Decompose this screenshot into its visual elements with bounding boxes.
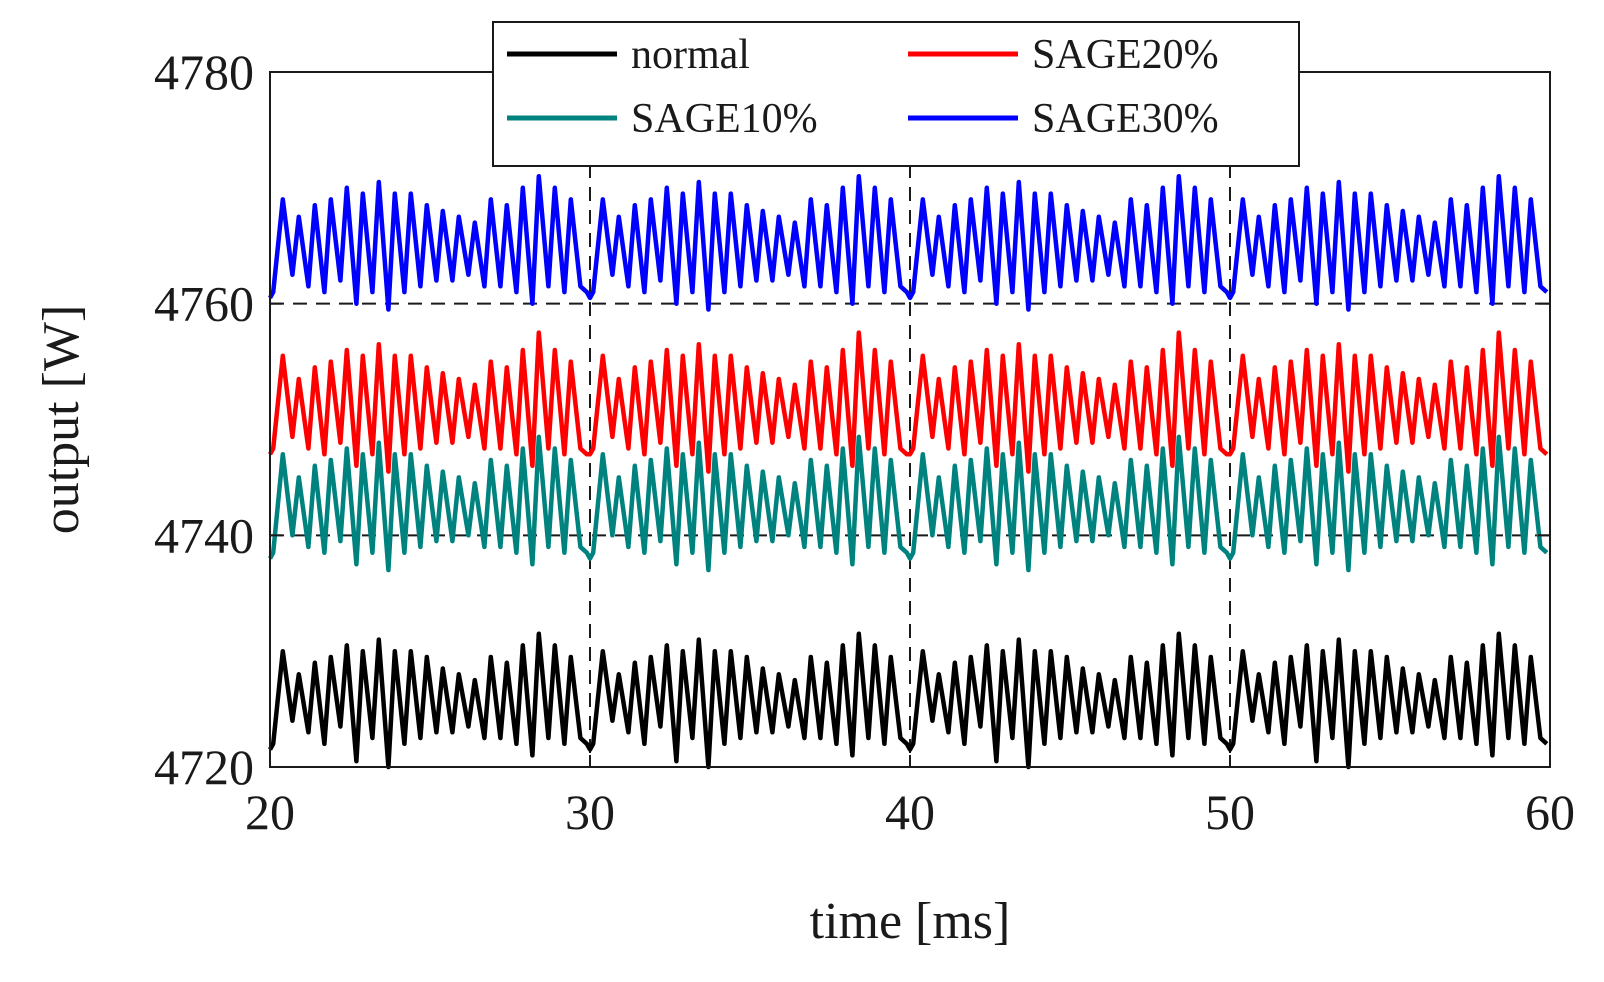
series-line-sage30pct (268, 174, 1549, 312)
legend-item-normal: normal (507, 32, 750, 78)
x-axis-label: time [ms] (810, 893, 1011, 950)
x-tick-label: 50 (1205, 784, 1255, 840)
series-line-normal (268, 631, 1549, 770)
y-tick-label: 4720 (154, 739, 254, 795)
x-tick-label: 40 (885, 784, 935, 840)
x-tick-label: 30 (565, 784, 615, 840)
x-axis-ticks: 20 30 40 50 60 (245, 72, 1575, 840)
legend-label: SAGE20% (1032, 32, 1219, 78)
series-line-sage10pct (268, 434, 1549, 573)
series-line-sage20pct (268, 330, 1549, 474)
legend-label: SAGE10% (631, 96, 818, 142)
y-tick-label: 4760 (154, 276, 254, 332)
legend: normal SAGE20% SAGE10% SAGE30% (492, 21, 1300, 167)
series-layer (268, 174, 1549, 770)
legend-label: normal (631, 32, 750, 78)
y-axis-ticks: 4720 4740 4760 4780 (154, 44, 1550, 795)
legend-box (492, 21, 1300, 167)
legend-item-sage10pct: SAGE10% (507, 96, 818, 142)
x-tick-label: 60 (1525, 784, 1575, 840)
y-tick-label: 4780 (154, 44, 254, 100)
y-axis-label: output [W] (33, 305, 90, 535)
legend-item-sage20pct: SAGE20% (908, 32, 1219, 78)
x-tick-label: 20 (245, 784, 295, 840)
y-tick-label: 4740 (154, 507, 254, 563)
legend-label: SAGE30% (1032, 96, 1219, 142)
legend-item-sage30pct: SAGE30% (908, 96, 1219, 142)
